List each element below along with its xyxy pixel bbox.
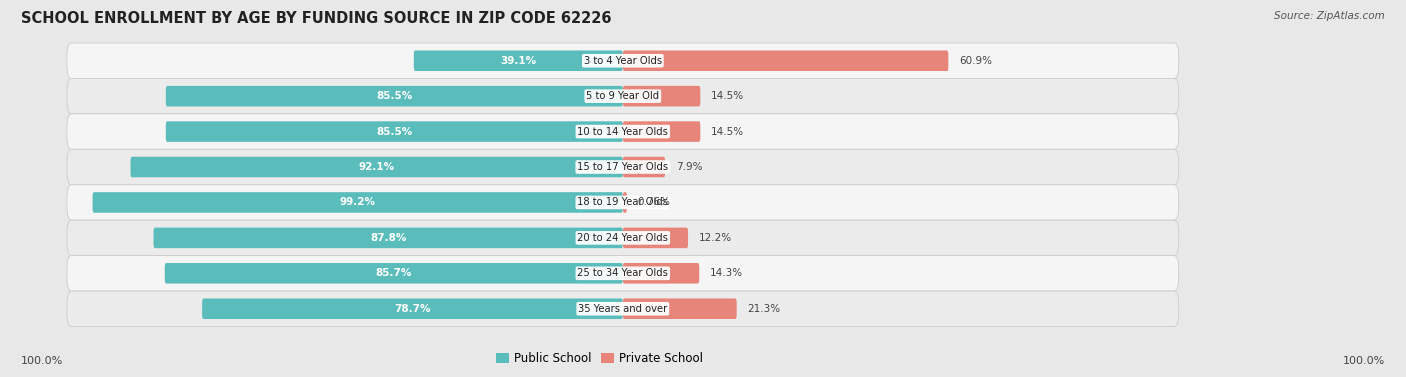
Text: 39.1%: 39.1%	[501, 56, 536, 66]
FancyBboxPatch shape	[623, 228, 688, 248]
Text: 85.5%: 85.5%	[377, 91, 412, 101]
Text: 14.5%: 14.5%	[711, 127, 744, 136]
FancyBboxPatch shape	[67, 78, 1178, 114]
FancyBboxPatch shape	[166, 121, 623, 142]
FancyBboxPatch shape	[67, 291, 1178, 326]
Text: 100.0%: 100.0%	[21, 356, 63, 366]
Text: 85.7%: 85.7%	[375, 268, 412, 278]
FancyBboxPatch shape	[67, 220, 1178, 256]
Text: 12.2%: 12.2%	[699, 233, 733, 243]
Text: 0.76%: 0.76%	[637, 198, 671, 207]
Text: 14.3%: 14.3%	[710, 268, 744, 278]
FancyBboxPatch shape	[413, 51, 623, 71]
Text: 78.7%: 78.7%	[394, 304, 430, 314]
FancyBboxPatch shape	[67, 43, 1178, 78]
Legend: Public School, Private School: Public School, Private School	[492, 348, 707, 370]
FancyBboxPatch shape	[67, 149, 1178, 185]
Text: 85.5%: 85.5%	[377, 127, 412, 136]
Text: 15 to 17 Year Olds: 15 to 17 Year Olds	[578, 162, 668, 172]
Text: 92.1%: 92.1%	[359, 162, 395, 172]
FancyBboxPatch shape	[202, 299, 623, 319]
FancyBboxPatch shape	[67, 256, 1178, 291]
FancyBboxPatch shape	[623, 192, 627, 213]
Text: 3 to 4 Year Olds: 3 to 4 Year Olds	[583, 56, 662, 66]
Text: 25 to 34 Year Olds: 25 to 34 Year Olds	[578, 268, 668, 278]
Text: 60.9%: 60.9%	[959, 56, 993, 66]
Text: 100.0%: 100.0%	[1343, 356, 1385, 366]
Text: 10 to 14 Year Olds: 10 to 14 Year Olds	[578, 127, 668, 136]
Text: 35 Years and over: 35 Years and over	[578, 304, 668, 314]
Text: 87.8%: 87.8%	[370, 233, 406, 243]
FancyBboxPatch shape	[623, 51, 948, 71]
FancyBboxPatch shape	[623, 263, 699, 284]
Text: SCHOOL ENROLLMENT BY AGE BY FUNDING SOURCE IN ZIP CODE 62226: SCHOOL ENROLLMENT BY AGE BY FUNDING SOUR…	[21, 11, 612, 26]
Text: Source: ZipAtlas.com: Source: ZipAtlas.com	[1274, 11, 1385, 21]
FancyBboxPatch shape	[166, 86, 623, 106]
FancyBboxPatch shape	[623, 86, 700, 106]
Text: 99.2%: 99.2%	[340, 198, 375, 207]
Text: 20 to 24 Year Olds: 20 to 24 Year Olds	[578, 233, 668, 243]
FancyBboxPatch shape	[131, 157, 623, 177]
FancyBboxPatch shape	[67, 185, 1178, 220]
Text: 14.5%: 14.5%	[711, 91, 744, 101]
Text: 7.9%: 7.9%	[676, 162, 702, 172]
FancyBboxPatch shape	[165, 263, 623, 284]
Text: 21.3%: 21.3%	[748, 304, 780, 314]
FancyBboxPatch shape	[623, 299, 737, 319]
FancyBboxPatch shape	[623, 157, 665, 177]
Text: 18 to 19 Year Olds: 18 to 19 Year Olds	[578, 198, 668, 207]
FancyBboxPatch shape	[93, 192, 623, 213]
Text: 5 to 9 Year Old: 5 to 9 Year Old	[586, 91, 659, 101]
FancyBboxPatch shape	[67, 114, 1178, 149]
FancyBboxPatch shape	[153, 228, 623, 248]
FancyBboxPatch shape	[623, 121, 700, 142]
